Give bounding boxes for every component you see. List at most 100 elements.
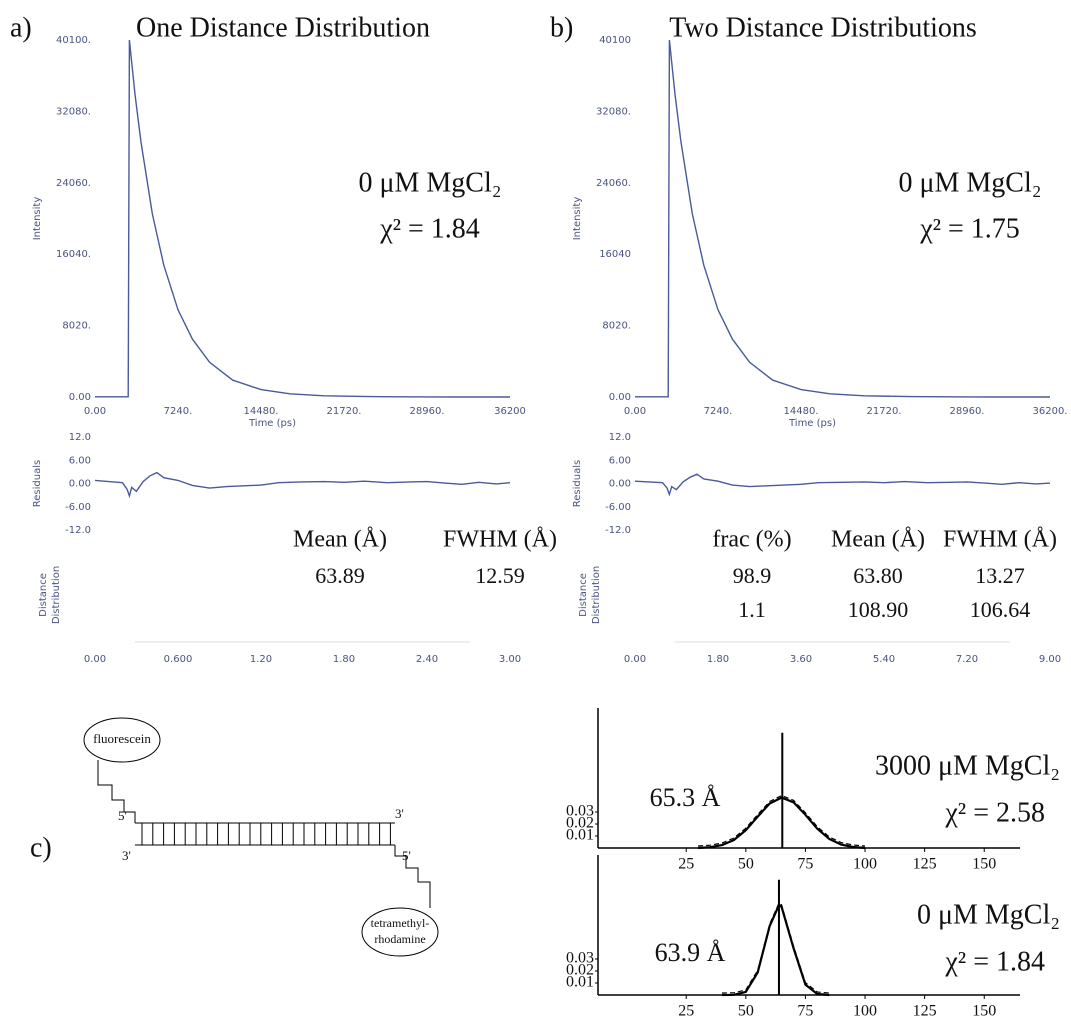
x-tick-label: 9.00 — [1039, 654, 1061, 665]
annotation: 3000 μM MgCl₂ — [875, 750, 1060, 781]
x-tick-label: 21720. — [327, 406, 362, 417]
y-tick-label: 0.02 — [566, 962, 594, 979]
y-tick-label: 6.00 — [609, 455, 631, 466]
x-tick-label: 0.00 — [624, 654, 646, 665]
residual-line — [634, 473, 1051, 497]
x-tick-label: 1.20 — [250, 654, 272, 665]
donor-oval — [83, 717, 161, 763]
y-tick-label: 12.0 — [609, 432, 631, 443]
peak-label: 63.9 Å — [655, 938, 726, 967]
y-axis-label: Distance — [578, 573, 589, 617]
annotation: 0 μM MgCl₂ — [898, 167, 1041, 198]
x-tick-label: 25 — [678, 1003, 694, 1016]
x-tick-label: 36200. — [1033, 406, 1068, 417]
rungs — [141, 823, 391, 845]
y-tick-label: 8020. — [62, 321, 91, 332]
y-tick-label: 0.03 — [566, 950, 594, 967]
x-tick-label: 25 — [678, 856, 694, 873]
y-axis-label: Intensity — [32, 197, 43, 241]
x-tick-label: 5.40 — [873, 654, 895, 665]
x-tick-label: 0.00 — [84, 654, 106, 665]
x-tick-label: 1.80 — [707, 654, 729, 665]
table-cell: 108.90 — [848, 597, 909, 622]
panel-label: a) — [10, 12, 32, 43]
y-tick-label: 0.00 — [609, 479, 631, 490]
y-tick-label: 0.01 — [566, 974, 594, 991]
data-points — [721, 902, 830, 994]
x-tick-label: 7.20 — [956, 654, 978, 665]
x-tick-label: 28960. — [410, 406, 445, 417]
strand-end: 3' — [395, 806, 404, 821]
y-axis-label: Distance — [38, 573, 49, 617]
x-tick-label: 100 — [853, 856, 877, 873]
acceptor-label: tetramethyl- — [371, 916, 430, 930]
data-points — [698, 794, 866, 847]
y-tick-label: 32080. — [596, 106, 631, 117]
residual-line — [94, 471, 511, 499]
y-tick-label: -12.0 — [605, 525, 631, 536]
y-tick-label: 32080. — [56, 106, 91, 117]
y-tick-label: 6.00 — [69, 455, 91, 466]
y-tick-label: 0.00 — [609, 392, 631, 403]
y-axis-label: Intensity — [572, 197, 583, 241]
x-tick-label: 1.80 — [333, 654, 355, 665]
x-tick-label: 21720. — [867, 406, 902, 417]
donor-label: fluorescein — [93, 731, 151, 746]
table-header: FWHM (Å) — [943, 527, 1057, 553]
x-tick-label: 100 — [853, 1003, 877, 1016]
x-tick-label: 7240. — [164, 406, 193, 417]
acceptor-oval — [361, 907, 439, 957]
panel-title: One Distance Distribution — [136, 12, 430, 43]
x-tick-label: 0.00 — [84, 406, 106, 417]
acceptor-label: rhodamine — [374, 932, 425, 946]
x-tick-label: 14480. — [784, 406, 819, 417]
strand-end: 5' — [402, 848, 411, 863]
x-tick-label: 7240. — [704, 406, 733, 417]
x-tick-label: 2.40 — [416, 654, 438, 665]
x-tick-label: 75 — [797, 856, 813, 873]
y-axis-label: Distribution — [51, 566, 62, 624]
y-tick-label: -6.00 — [65, 502, 91, 513]
donor-linker — [97, 760, 136, 823]
y-tick-label: 24060. — [56, 178, 91, 189]
table-cell: 98.9 — [733, 563, 772, 588]
annotation: χ² = 1.75 — [919, 213, 1020, 244]
acceptor-linker — [394, 845, 431, 908]
peak-label: 65.3 Å — [650, 783, 721, 812]
y-tick-label: 24060. — [596, 178, 631, 189]
table-cell: 12.59 — [475, 563, 525, 588]
y-tick-label: 0.00 — [69, 479, 91, 490]
x-tick-label: 0.00 — [624, 406, 646, 417]
y-tick-label: 12.0 — [69, 432, 91, 443]
x-tick-label: 150 — [972, 856, 996, 873]
dna-diagram — [83, 717, 439, 957]
x-tick-label: 3.60 — [790, 654, 812, 665]
curve — [635, 39, 1050, 398]
panel-title: Two Distance Distributions — [669, 12, 977, 43]
table-header: Mean (Å) — [293, 527, 387, 553]
table-header: Mean (Å) — [831, 527, 925, 553]
x-tick-label: 75 — [797, 1003, 813, 1016]
y-tick-label: 8020. — [602, 321, 631, 332]
y-axis-label: Residuals — [572, 460, 583, 507]
table-header: frac (%) — [712, 527, 791, 553]
x-tick-label: 125 — [913, 856, 937, 873]
y-tick-label: -6.00 — [605, 502, 631, 513]
x-tick-label: 14480. — [244, 406, 279, 417]
table-header: FWHM (Å) — [443, 527, 557, 553]
annotation: χ² = 1.84 — [944, 946, 1045, 977]
y-tick-label: 0.03 — [566, 803, 594, 820]
x-axis-label: Time (ps) — [248, 418, 296, 429]
y-tick-label: 0.00 — [69, 392, 91, 403]
strand-end: 3' — [122, 848, 131, 863]
curve — [95, 39, 510, 398]
x-tick-label: 125 — [913, 1003, 937, 1016]
x-tick-label: 50 — [738, 1003, 754, 1016]
y-tick-label: 16040. — [56, 249, 91, 260]
table-cell: 63.89 — [315, 563, 365, 588]
y-tick-label: 40100 — [599, 35, 631, 46]
x-tick-label: 0.600 — [164, 654, 193, 665]
x-tick-label: 28960. — [950, 406, 985, 417]
